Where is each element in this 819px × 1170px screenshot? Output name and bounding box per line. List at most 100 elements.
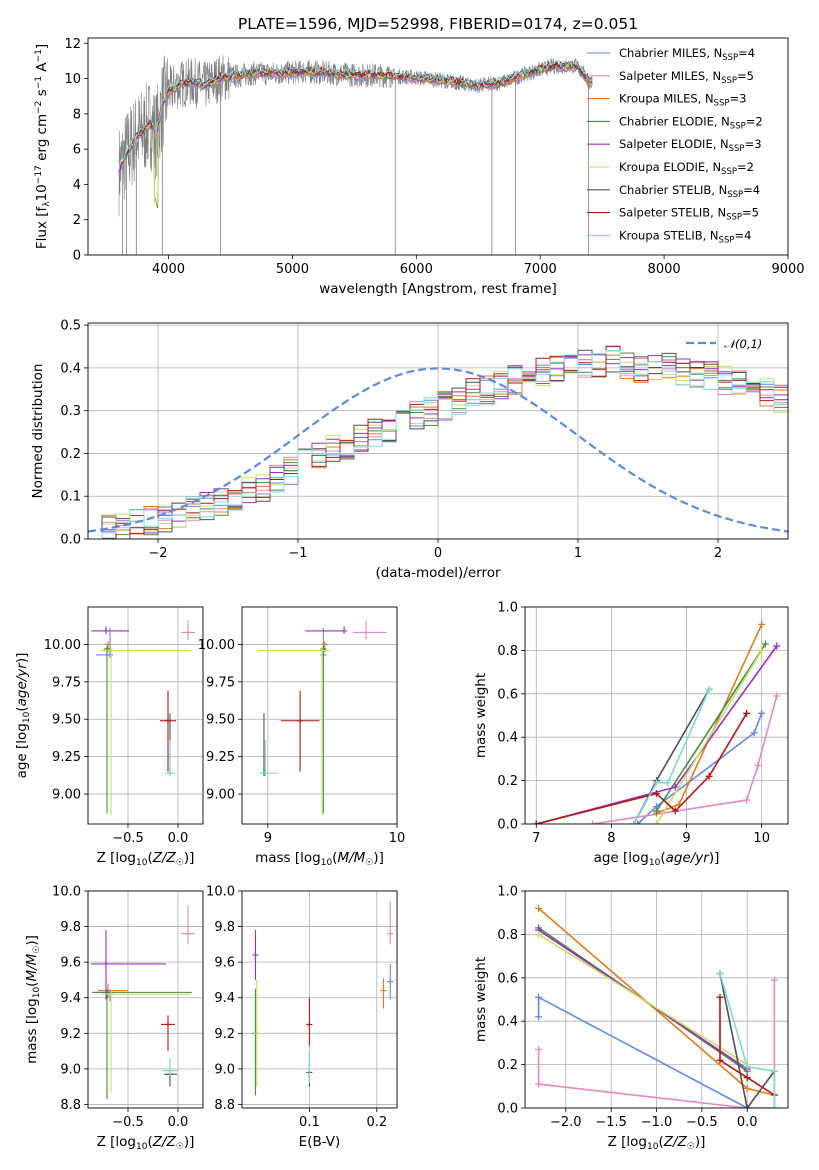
y-tick-label: 0.2: [60, 447, 81, 462]
label-part: =5: [742, 206, 759, 220]
mass-weight-point-marker: [716, 993, 724, 1001]
label-part: SSP: [721, 167, 737, 177]
y-tick-label: 9.50: [52, 713, 81, 728]
label-part: age/yr: [14, 662, 30, 707]
x-tick-label: 0.0: [168, 1115, 189, 1130]
model-spectrum-line: [118, 61, 592, 173]
y-tick-label: 8.8: [214, 1098, 235, 1113]
label-part: ☉: [687, 1142, 695, 1152]
data-point-marker: [252, 952, 259, 959]
label-part: (: [332, 850, 337, 866]
x-axis-label: Z [log10(Z/Z☉)]: [608, 1134, 706, 1152]
label-part: =4: [738, 46, 755, 60]
y-tick-label: 0.0: [60, 533, 81, 548]
data-point-marker: [167, 1067, 173, 1074]
mass-weight-point-marker: [653, 807, 660, 815]
x-tick-label: 8000: [648, 262, 681, 277]
x-tick-label: 9: [682, 831, 690, 846]
x-tick-label: −0.5: [112, 831, 144, 846]
y-tick-label: 9.00: [206, 788, 235, 803]
y-tick-label: 9.4: [60, 991, 81, 1006]
y-axis-label: mass weight: [473, 957, 489, 1042]
x-axis-label: (data-model)/error: [375, 565, 501, 581]
axes-frame: [87, 890, 204, 1109]
label-part: SSP: [729, 144, 745, 154]
mass-weight-point-marker: [716, 1056, 724, 1064]
data-point-marker: [297, 717, 304, 724]
y-tick-label: 0.1: [60, 490, 81, 505]
residual-histogram-series: [88, 350, 788, 539]
axes-frame: [241, 606, 398, 825]
mass-weight-point-marker: [532, 820, 540, 824]
mass-weight-point-marker: [630, 820, 638, 824]
label-part: s: [34, 89, 50, 100]
mass-weight-point-marker: [770, 1104, 778, 1108]
label-part: =3: [729, 92, 746, 106]
plot-area: [88, 323, 788, 539]
label-part: −17: [34, 165, 44, 184]
x-tick-label: 0.2: [366, 1115, 387, 1130]
residual-histogram-series: [88, 345, 788, 539]
y-tick-label: 0.5: [60, 319, 81, 334]
label-part: Kroupa ELODIE, N: [619, 160, 721, 174]
label-part: Chabrier ELODIE, N: [619, 114, 730, 128]
y-tick-label: 0.2: [497, 1058, 518, 1073]
model-spectrum-line: [118, 60, 593, 172]
label-part: Z [log: [97, 850, 136, 866]
mass-weight-series-line: [655, 643, 767, 812]
y-tick-label: 0.6: [497, 971, 518, 986]
mass-weight-point-marker: [761, 640, 769, 648]
axes-frame: [87, 37, 789, 256]
label-part: SSP: [721, 76, 737, 86]
plot-area: [88, 607, 203, 824]
y-tick-label: 9.8: [214, 920, 235, 935]
data-point-marker: [306, 1021, 313, 1028]
mass-weight-point-marker: [535, 993, 543, 1001]
x-tick-label: 4000: [152, 262, 185, 277]
mass-weight-point-marker: [716, 969, 724, 977]
label-part: Chabrier MILES, N: [619, 46, 722, 60]
y-tick-label: 6: [73, 143, 81, 158]
data-point-marker: [185, 930, 191, 937]
x-axis-label: age [log10(age/yr)]: [594, 850, 720, 868]
y-tick-label: 0.3: [60, 404, 81, 419]
mass-weight-point-marker: [743, 1084, 751, 1092]
y-tick-label: 10.00: [198, 638, 235, 653]
label-part: mass [log: [255, 850, 321, 866]
y-tick-label: 0.4: [60, 361, 81, 376]
mass-weight-point-marker: [758, 709, 766, 717]
y-tick-label: 0.8: [497, 644, 518, 659]
x-tick-label: 10: [389, 831, 406, 846]
mass-weight-point-marker: [758, 646, 766, 654]
y-tick-label: 9.0: [214, 1062, 235, 1077]
y-tick-label: 1.0: [497, 885, 518, 900]
label-part: )]: [24, 935, 40, 946]
label-part: 10: [34, 184, 50, 201]
label-part: 10: [321, 858, 333, 868]
y-axis-label: mass weight: [473, 673, 489, 758]
mass-weight-series-line: [537, 980, 776, 1108]
x-tick-label: −0.5: [112, 1115, 144, 1130]
y-tick-label: 10: [64, 72, 81, 87]
mass-weight-point-marker: [589, 820, 597, 824]
label-part: M/M: [24, 953, 40, 981]
data-point-marker: [107, 651, 113, 658]
label-part: (: [658, 1134, 663, 1150]
label-part: =2: [737, 160, 754, 174]
mass-weight-point-marker: [535, 1013, 543, 1021]
y-tick-label: 9.8: [60, 920, 81, 935]
mass-weight-point-marker: [754, 761, 762, 769]
plot-area: [88, 891, 203, 1108]
plot-area: [118, 55, 593, 255]
data-point-marker: [105, 641, 111, 648]
label-part: Z/Z: [152, 1134, 177, 1150]
data-point-marker: [320, 645, 327, 652]
label-part: SSP: [730, 121, 746, 131]
axes-frame: [87, 322, 789, 540]
label-part: Z/Z: [663, 1134, 688, 1150]
x-tick-label: 5000: [276, 262, 309, 277]
y-tick-label: 12: [64, 37, 81, 52]
y-tick-label: 0.6: [497, 687, 518, 702]
